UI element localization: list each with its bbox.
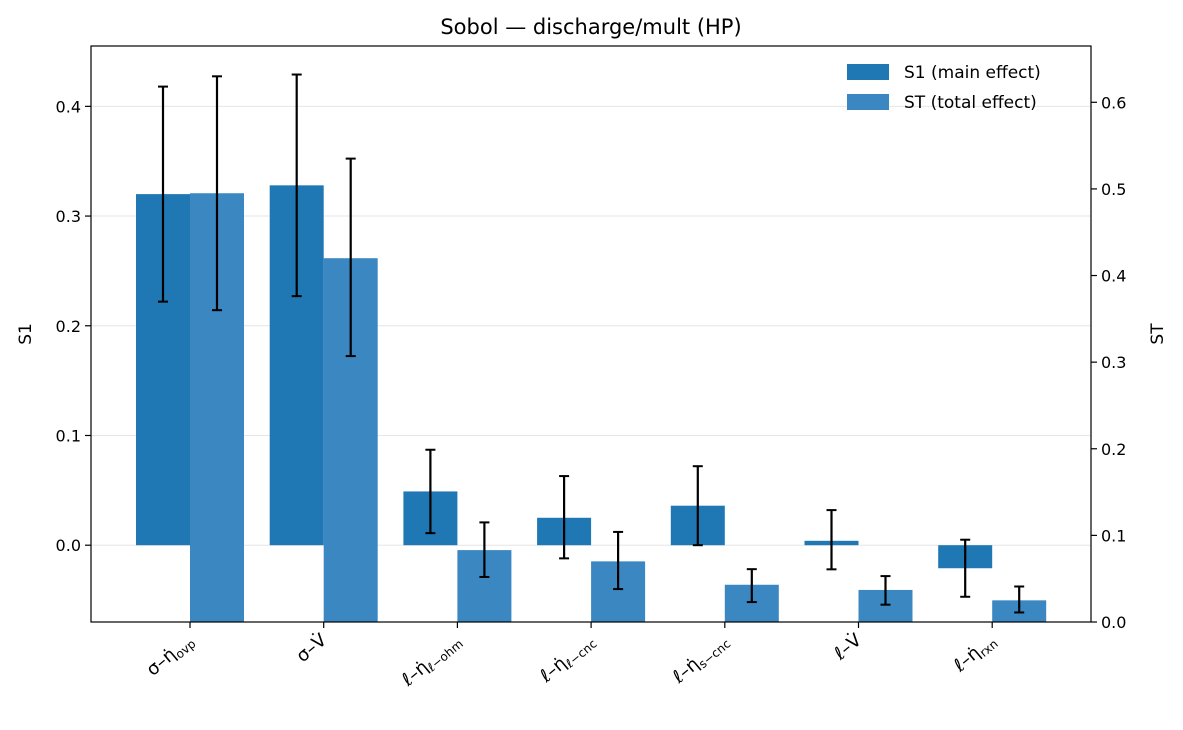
x-tick-label: σ–η̇ovp bbox=[142, 630, 198, 682]
right-tick-label: 0.3 bbox=[1101, 353, 1126, 372]
error-bars bbox=[158, 73, 1025, 614]
bars bbox=[136, 185, 1047, 623]
right-axis-label: ST bbox=[1148, 323, 1168, 345]
legend-label: S1 (main effect) bbox=[904, 63, 1041, 83]
grid-lines bbox=[91, 105, 1091, 546]
x-tick-main: ℓ–V̇ bbox=[829, 629, 866, 665]
legend-label: ST (total effect) bbox=[904, 93, 1037, 113]
x-tick-label: ℓ–η̇ℓ−ohm bbox=[397, 630, 466, 693]
right-tick-label: 0.1 bbox=[1101, 526, 1126, 545]
right-tick-label: 0.4 bbox=[1101, 267, 1126, 286]
x-tick-main: σ–V̇ bbox=[292, 629, 331, 667]
left-axis-label: S1 bbox=[16, 323, 36, 345]
x-tick-subscript: ℓ−cnc bbox=[562, 637, 599, 671]
x-axis: σ–η̇ovp σ–V̇ ℓ–η̇ℓ−ohm ℓ–η̇ℓ−cnc ℓ–η̇s−cnc ℓ–… bbox=[142, 622, 1001, 693]
x-tick-label: ℓ–η̇s−cnc bbox=[668, 630, 733, 690]
left-tick-label: 0.4 bbox=[56, 97, 81, 116]
left-tick-label: 0.1 bbox=[56, 426, 81, 445]
x-tick-subscript: s−cnc bbox=[696, 637, 733, 672]
legend-swatch bbox=[847, 94, 889, 110]
right-tick-label: 0.0 bbox=[1101, 613, 1126, 632]
left-tick-label: 0.2 bbox=[56, 317, 81, 336]
right-tick-label: 0.6 bbox=[1101, 93, 1126, 112]
left-tick-label: 0.3 bbox=[56, 207, 81, 226]
right-axis: 0.0 0.1 0.2 0.3 0.4 0.5 0.6 bbox=[1091, 93, 1126, 632]
x-tick-label: ℓ–η̇ℓ−cnc bbox=[535, 630, 599, 689]
x-tick-subscript: ℓ−ohm bbox=[424, 637, 466, 675]
x-tick-label: ℓ–V̇ bbox=[829, 629, 866, 665]
x-tick-label: ℓ–η̇rxn bbox=[949, 630, 1001, 679]
x-tick-label: σ–V̇ bbox=[292, 629, 331, 667]
left-tick-label: 0.0 bbox=[56, 536, 81, 555]
right-tick-label: 0.2 bbox=[1101, 440, 1126, 459]
left-axis: 0.0 0.1 0.2 0.3 0.4 bbox=[56, 97, 91, 555]
chart-title: Sobol — discharge/mult (HP) bbox=[440, 15, 741, 39]
legend: S1 (main effect) ST (total effect) bbox=[847, 63, 1041, 113]
right-tick-label: 0.5 bbox=[1101, 180, 1126, 199]
legend-swatch bbox=[847, 64, 889, 80]
